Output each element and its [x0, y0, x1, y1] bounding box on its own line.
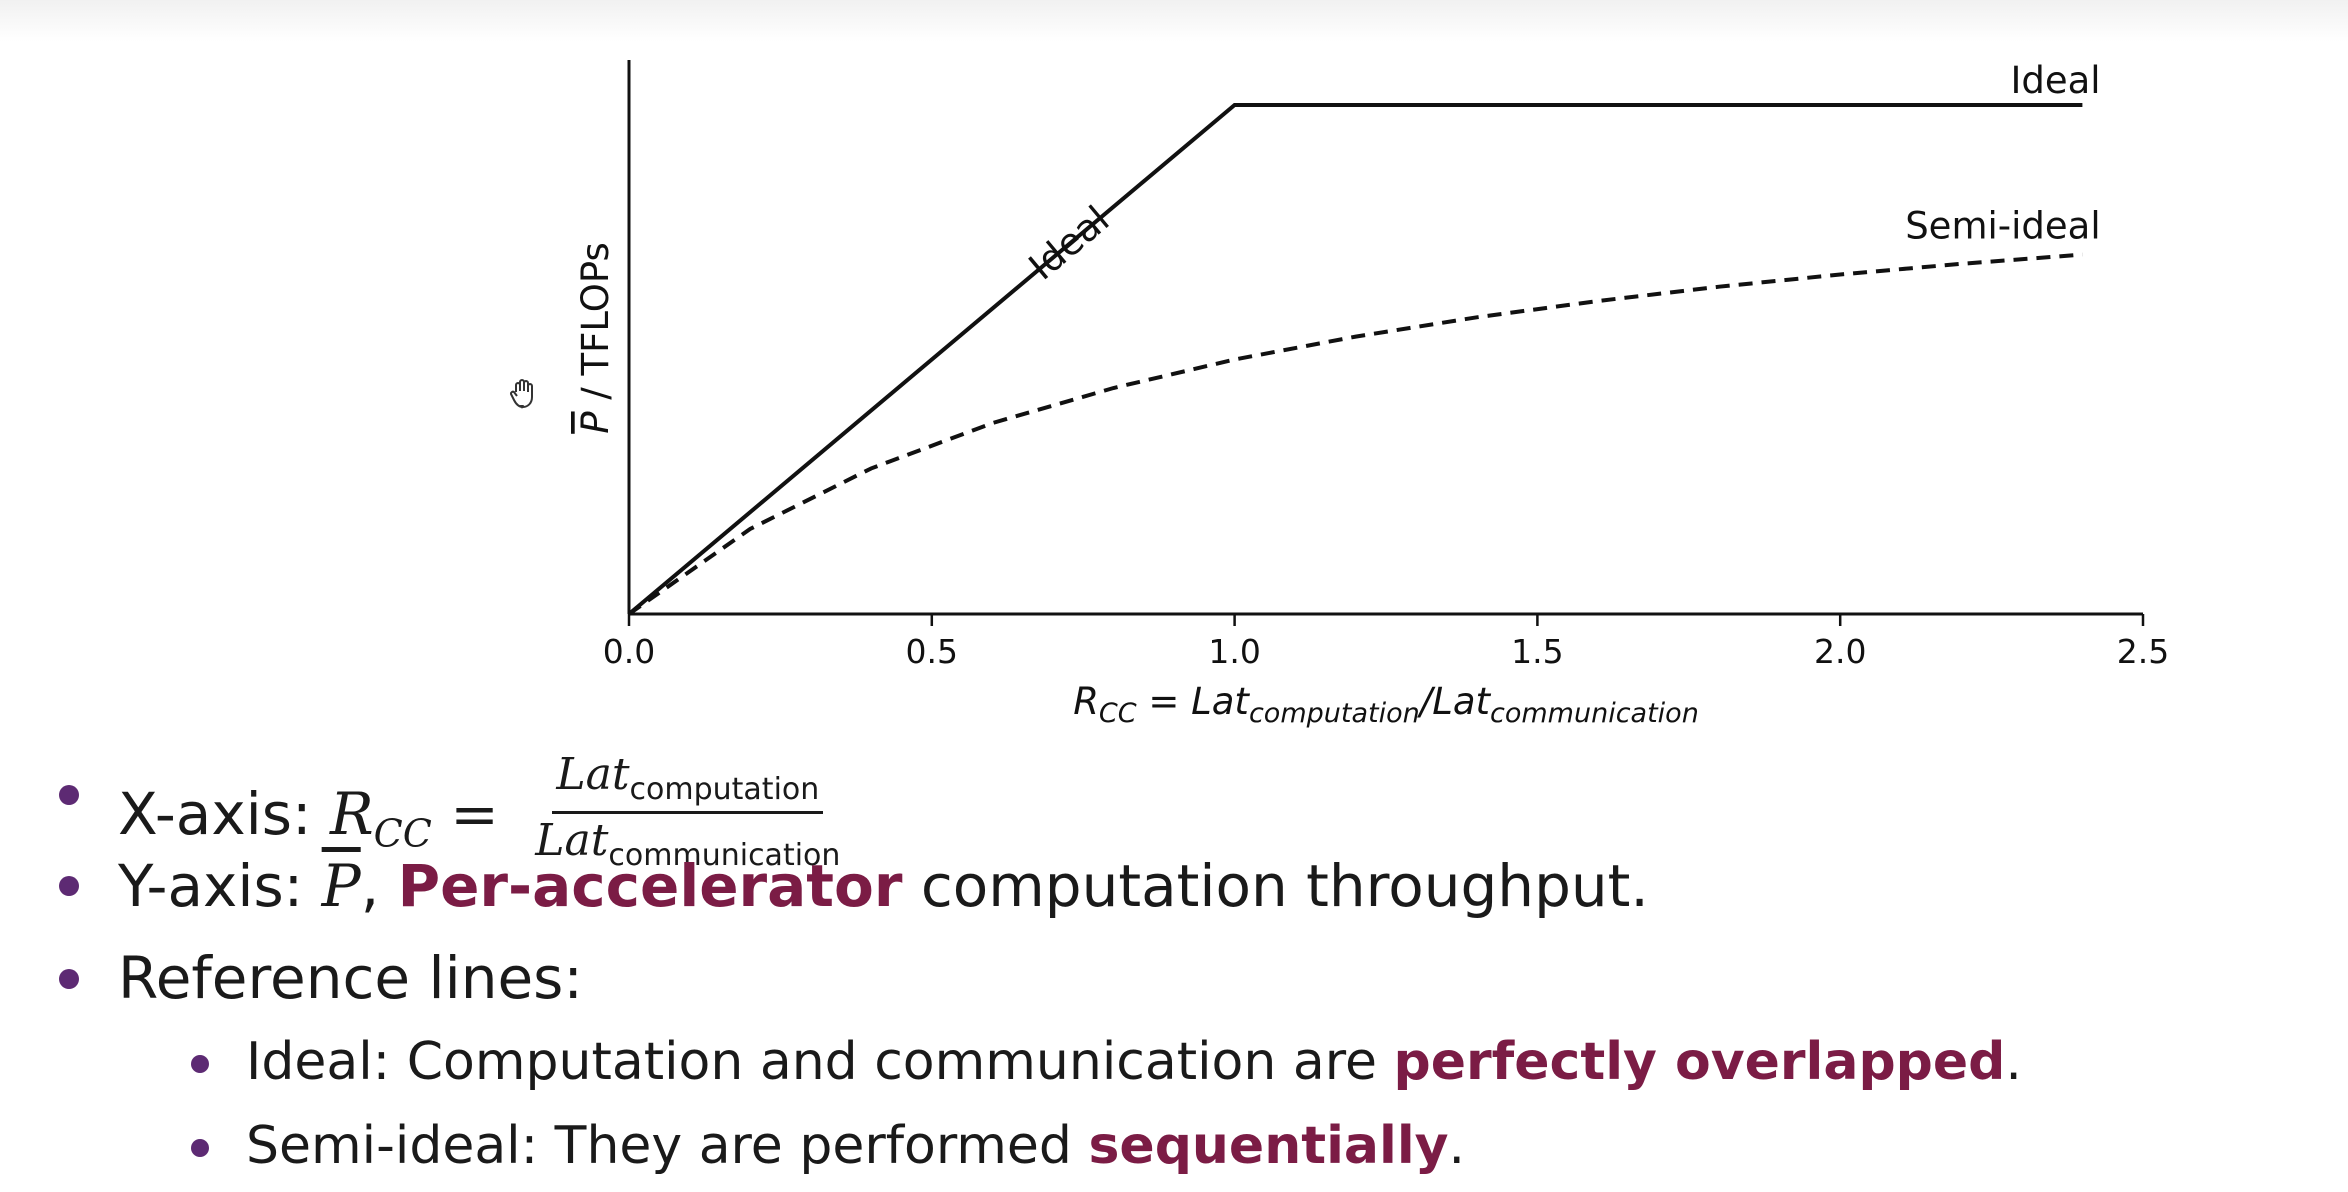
x-tick-label: 1.0: [1208, 632, 1260, 671]
series-line-semi-ideal: [627, 252, 2083, 616]
reference-lines-label: Reference lines:: [118, 944, 583, 1012]
y-axis-label: Y-axis:: [118, 852, 322, 920]
x-tick-label: 0.0: [603, 632, 655, 671]
x-tick-label: 1.5: [1511, 632, 1563, 671]
fraction-denominator: Latcommunication: [535, 815, 841, 874]
bullet-x-axis: X-axis: RCC = Latcomputation Latcommunica…: [118, 751, 844, 878]
semi-ideal-description: Semi-ideal: They are performed: [246, 1116, 1089, 1176]
bullet-dot: [59, 785, 79, 805]
sequentially-highlight: sequentially: [1088, 1116, 1449, 1176]
throughput-chart: 0.0 0.5 1.0 1.5 2.0 2.5IdealIdealSemi-idealRC…: [574, 59, 2169, 729]
sub-bullet-dot: [191, 1139, 209, 1157]
x-tick-label: 2.0: [1814, 632, 1866, 671]
x-axis-title-part: /Lat: [1417, 680, 1492, 723]
x-tick-label: 0.5: [906, 632, 958, 671]
y-axis-title-symbol: P: [574, 411, 617, 434]
x-axis-title-part: computation: [1249, 698, 1420, 729]
x-axis-fraction: Latcomputation Latcommunication: [531, 751, 844, 874]
perfectly-overlapped-highlight: perfectly overlapped: [1393, 1032, 2006, 1092]
sub-bullet-ideal: Ideal: Computation and communication are…: [246, 1032, 2022, 1092]
x-axis-title-part: = Lat: [1137, 680, 1251, 723]
x-tick-label: 2.5: [2117, 632, 2169, 671]
y-axis-title: P / TFLOPs: [574, 242, 617, 434]
annotation-semi-ideal: Semi-ideal: [1905, 205, 2100, 248]
series-line-ideal: [627, 103, 2083, 616]
x-axis-title-part: CC: [1099, 698, 1137, 729]
bullet-y-axis: Y-axis: P, Per-accelerator computation t…: [118, 852, 1649, 920]
annotation-ideal-flat: Ideal: [2010, 59, 2100, 102]
y-axis-math: P: [321, 852, 361, 920]
fraction-numerator: Latcomputation: [552, 751, 824, 815]
hand-grab-icon: [510, 379, 533, 409]
x-axis-title: RCC = Latcomputation/Latcommunication: [1073, 680, 1699, 729]
ideal-description: Ideal: Computation and communication are: [246, 1032, 1394, 1092]
x-axis-label: X-axis:: [118, 779, 330, 848]
sub-bullet-dot: [191, 1055, 209, 1073]
bullet-dot: [59, 876, 79, 896]
bullet-dot: [59, 969, 79, 989]
x-axis-title-part: R: [1073, 680, 1099, 723]
x-axis-math: RCC =: [329, 779, 518, 856]
sub-bullet-semi-ideal: Semi-ideal: They are performed sequentia…: [246, 1116, 1466, 1176]
y-axis-description: computation throughput.: [902, 852, 1649, 920]
window-top-gradient: [0, 0, 2348, 42]
per-accelerator-highlight: Per-accelerator: [397, 852, 903, 920]
bullet-reference-lines: Reference lines:: [118, 944, 583, 1012]
x-axis-title-part: communication: [1490, 698, 1699, 729]
y-axis-title-unit: / TFLOPs: [574, 242, 617, 411]
